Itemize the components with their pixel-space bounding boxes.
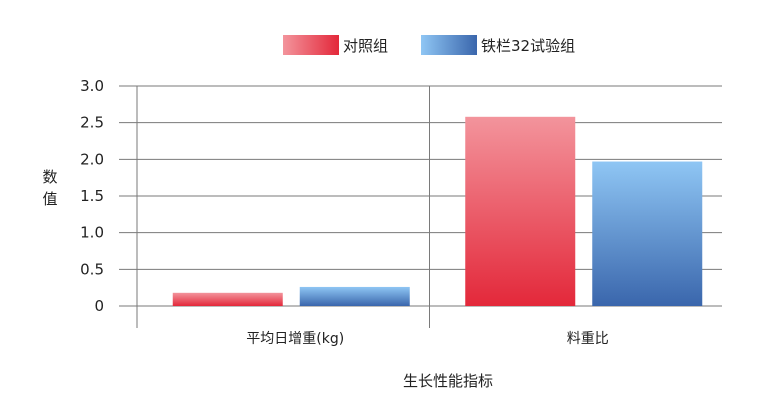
y-tick-label: 1.5 xyxy=(80,187,104,205)
x-category-label: 平均日增重(kg) xyxy=(246,331,344,347)
labels: 0 0.5 1.0 1.5 2.0 2.5 3.0 平均日增重(kg) 料重比 xyxy=(80,77,609,347)
bar-control-1 xyxy=(465,116,576,306)
legend-label: 对照组 xyxy=(343,37,388,55)
legend: 对照组 铁栏32试验组 xyxy=(283,35,575,55)
bar-control-0 xyxy=(172,292,283,306)
bar-trial-0 xyxy=(299,286,410,306)
y-axis-title-char: 数 xyxy=(42,168,57,186)
y-tick-label: 0.5 xyxy=(80,260,104,278)
x-axis-title: 生长性能指标 xyxy=(403,372,493,390)
legend-swatch xyxy=(283,35,339,55)
y-tick-label: 1.0 xyxy=(80,224,104,242)
y-axis-title-char: 值 xyxy=(42,190,57,208)
bars xyxy=(172,116,703,306)
y-tick-label: 0 xyxy=(94,297,104,315)
x-category-label: 料重比 xyxy=(567,331,609,347)
axes xyxy=(136,86,430,328)
bar-trial-1 xyxy=(592,161,703,306)
y-tick-label: 2.5 xyxy=(80,114,104,132)
legend-swatch xyxy=(421,35,477,55)
y-tick-label: 2.0 xyxy=(80,150,104,168)
gridlines xyxy=(119,85,722,307)
legend-label: 铁栏32试验组 xyxy=(481,37,575,55)
y-tick-label: 3.0 xyxy=(80,77,104,95)
y-axis-title: 数值 xyxy=(42,168,57,208)
